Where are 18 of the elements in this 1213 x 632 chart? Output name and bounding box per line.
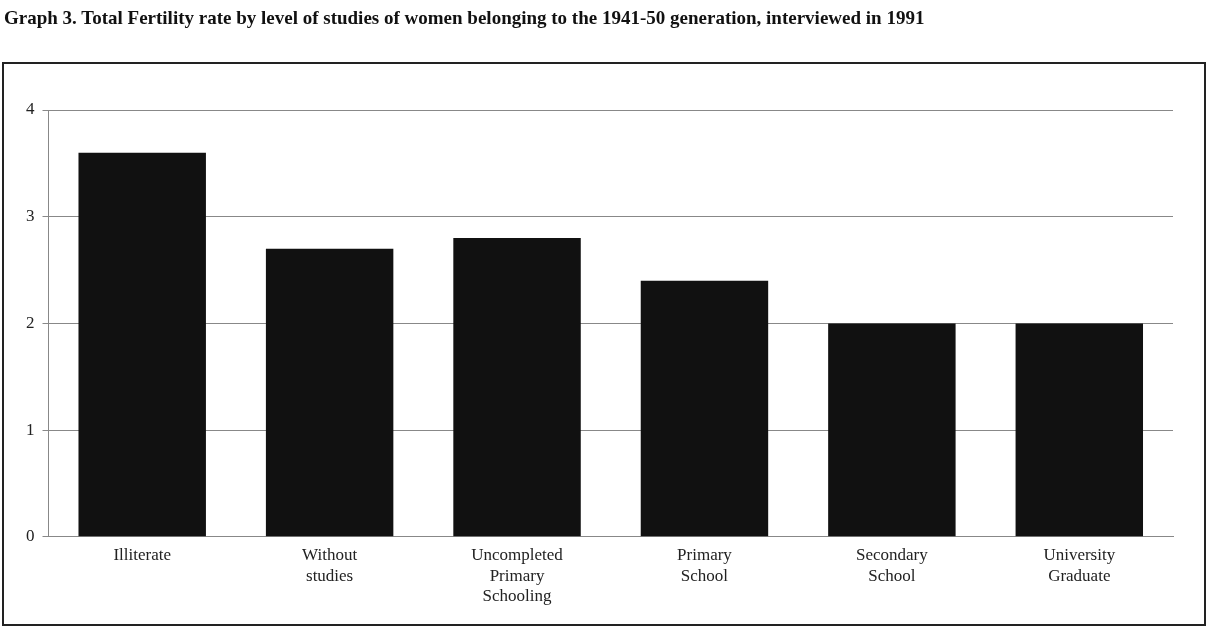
x-tick-label: Secondary School: [855, 545, 929, 585]
y-tick-label: 4: [26, 99, 35, 119]
y-tick-label: 3: [26, 206, 35, 226]
bar: [1015, 323, 1144, 537]
x-tick-label: Primary School: [677, 545, 733, 585]
x-tick-label: Illiterate: [113, 545, 171, 565]
bar: [265, 248, 394, 537]
chart-title: Graph 3. Total Fertility rate by level of studies of women belonging to the 1941-50 generation, interviewed in 1991: [4, 6, 926, 30]
x-tick-label: University Graduate: [1043, 545, 1116, 585]
bar: [453, 238, 581, 537]
y-tick-label: 1: [26, 419, 35, 439]
bar: [828, 323, 956, 537]
x-tick-label: Uncompleted Primary Schooling: [471, 545, 564, 606]
bar: [640, 280, 769, 537]
y-tick-label: 0: [26, 526, 35, 546]
bar: [78, 152, 206, 537]
x-tick-label: Without studies: [302, 545, 358, 585]
y-tick-label: 2: [26, 312, 35, 332]
